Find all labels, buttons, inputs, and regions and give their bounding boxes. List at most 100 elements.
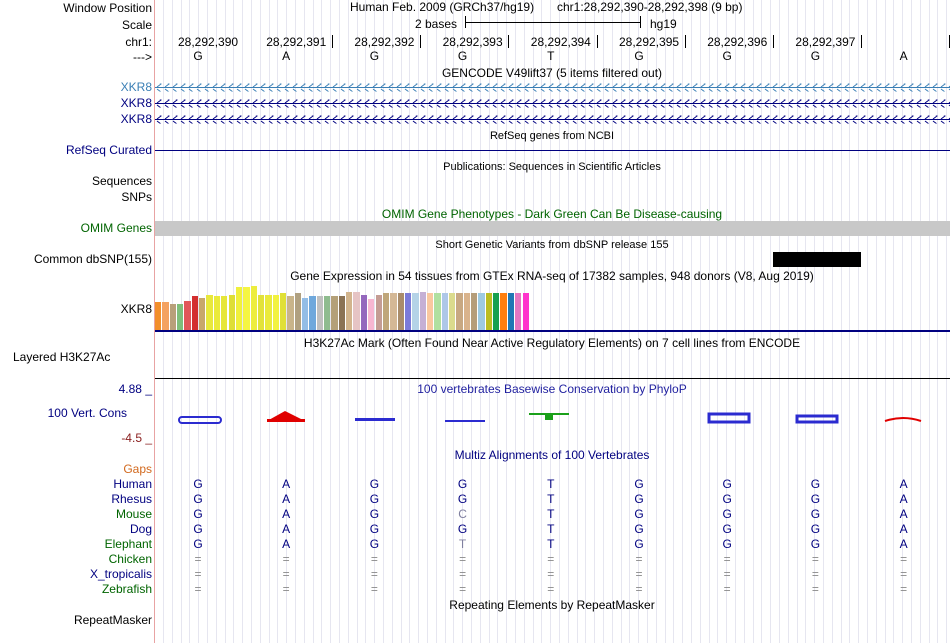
gtex-bar[interactable]	[434, 293, 441, 330]
gtex-bar[interactable]	[221, 296, 228, 330]
grid-line	[198, 0, 200, 643]
gtex-bar[interactable]	[243, 287, 250, 330]
gtex-bar[interactable]	[279, 293, 287, 330]
gencode-genes[interactable]	[155, 80, 950, 128]
gtex-bar[interactable]	[412, 293, 419, 330]
omim-label[interactable]: OMIM Genes	[80, 221, 152, 235]
gtex-bar[interactable]	[287, 296, 294, 330]
grid-line	[805, 0, 807, 643]
repeatmasker-label[interactable]: RepeatMasker	[73, 613, 152, 627]
gtex-bar[interactable]	[456, 293, 463, 330]
alignment-base: =	[635, 582, 643, 596]
species-human[interactable]: Human	[113, 477, 152, 491]
ruler-coordinate: 28,292,396	[707, 35, 768, 49]
dbsnp-variant[interactable]	[773, 252, 861, 267]
gtex-bar[interactable]	[515, 293, 522, 330]
alignment-base: A	[899, 522, 908, 536]
gtex-bar[interactable]	[162, 302, 169, 330]
h3k27ac-label[interactable]: Layered H3K27Ac	[13, 350, 111, 364]
gtex-bar[interactable]	[265, 295, 272, 330]
grid-line	[541, 0, 543, 643]
gtex-bar[interactable]	[184, 301, 191, 330]
gtex-bar[interactable]	[375, 295, 382, 330]
ruler-tick	[684, 35, 686, 48]
alignment-base: G	[722, 507, 732, 521]
gtex-bar[interactable]	[397, 293, 404, 330]
gtex-bar[interactable]	[346, 292, 353, 330]
gene-label-1[interactable]: XKR8	[120, 80, 152, 94]
gtex-bar[interactable]	[382, 293, 390, 330]
gene-label-2[interactable]: XKR8	[120, 96, 152, 110]
phylop-logo[interactable]	[155, 405, 950, 425]
gtex-bar[interactable]	[257, 295, 265, 330]
omim-gene-bar[interactable]	[155, 221, 950, 236]
gtex-bar[interactable]	[338, 296, 346, 330]
gtex-bar[interactable]	[177, 304, 184, 330]
dbsnp-label[interactable]: Common dbSNP(155)	[33, 252, 152, 266]
species-dog[interactable]: Dog	[129, 522, 152, 536]
grid-line	[752, 0, 754, 643]
gtex-bar[interactable]	[353, 292, 360, 330]
species-zebrafish[interactable]: Zebrafish	[101, 582, 152, 596]
gtex-bar[interactable]	[235, 287, 243, 330]
gtex-bar[interactable]	[493, 293, 500, 330]
gtex-bar[interactable]	[250, 286, 257, 330]
alignment-base: =	[723, 567, 731, 581]
gtex-bar[interactable]	[471, 293, 478, 330]
gtex-bar[interactable]	[199, 298, 206, 330]
species-xtropicalis[interactable]: X_tropicalis	[89, 567, 152, 581]
species-mouse[interactable]: Mouse	[115, 507, 152, 521]
grid-line	[462, 0, 464, 643]
gtex-bar[interactable]	[426, 293, 434, 330]
gtex-bar[interactable]	[169, 304, 177, 330]
gtex-bar[interactable]	[360, 295, 368, 330]
gtex-bar[interactable]	[441, 293, 448, 330]
gtex-bar[interactable]	[294, 293, 301, 330]
gtex-bar[interactable]	[404, 293, 412, 330]
gtex-bar[interactable]	[419, 292, 426, 330]
gtex-bar[interactable]	[272, 295, 279, 330]
gtex-bar[interactable]	[463, 293, 471, 330]
base-letter: G	[193, 49, 203, 63]
gtex-gene-label[interactable]: XKR8	[120, 302, 152, 316]
refseq-gene-line[interactable]	[155, 150, 950, 151]
species-chicken[interactable]: Chicken	[108, 552, 152, 566]
gtex-bar[interactable]	[155, 302, 162, 330]
gtex-bar[interactable]	[309, 296, 316, 330]
gtex-bar[interactable]	[390, 293, 397, 330]
gtex-bar-chart[interactable]	[155, 282, 535, 330]
gtex-bar[interactable]	[507, 293, 515, 330]
gtex-bar[interactable]	[302, 298, 309, 330]
gtex-bar[interactable]	[331, 296, 338, 330]
gtex-bar[interactable]	[213, 296, 221, 330]
gtex-bar[interactable]	[206, 295, 213, 330]
alignment-base: =	[900, 552, 908, 566]
gtex-bar[interactable]	[324, 296, 331, 330]
species-rhesus[interactable]: Rhesus	[111, 492, 152, 506]
sequences-label[interactable]: Sequences	[91, 174, 152, 188]
snps-label[interactable]: SNPs	[121, 190, 152, 204]
refseq-label[interactable]: RefSeq Curated	[65, 143, 152, 157]
alignment-base: =	[194, 567, 202, 581]
window-position-label: Window Position	[63, 1, 152, 15]
gene-label-3[interactable]: XKR8	[120, 112, 152, 126]
gtex-bar[interactable]	[316, 296, 324, 330]
gtex-bar[interactable]	[228, 295, 235, 330]
grid-line	[893, 0, 895, 643]
gtex-bar[interactable]	[191, 296, 199, 330]
gtex-bar[interactable]	[478, 293, 485, 330]
gtex-bar[interactable]	[500, 293, 507, 330]
gtex-bar[interactable]	[522, 293, 529, 330]
grid-line	[418, 0, 420, 643]
cons-label[interactable]: 100 Vert. Cons	[47, 406, 127, 420]
assembly-title: Human Feb. 2009 (GRCh37/hg19)	[350, 0, 535, 14]
species-elephant[interactable]: Elephant	[104, 537, 152, 551]
gtex-bar[interactable]	[368, 299, 375, 330]
alignment-base: G	[193, 507, 203, 521]
gtex-bar[interactable]	[449, 293, 456, 330]
gaps-label[interactable]: Gaps	[123, 462, 152, 476]
gtex-bar[interactable]	[485, 293, 493, 330]
browser-image[interactable]: Human Feb. 2009 (GRCh37/hg19) chr1:28,29…	[155, 0, 950, 643]
logo-g-1	[178, 416, 222, 424]
grid-line	[867, 0, 868, 643]
